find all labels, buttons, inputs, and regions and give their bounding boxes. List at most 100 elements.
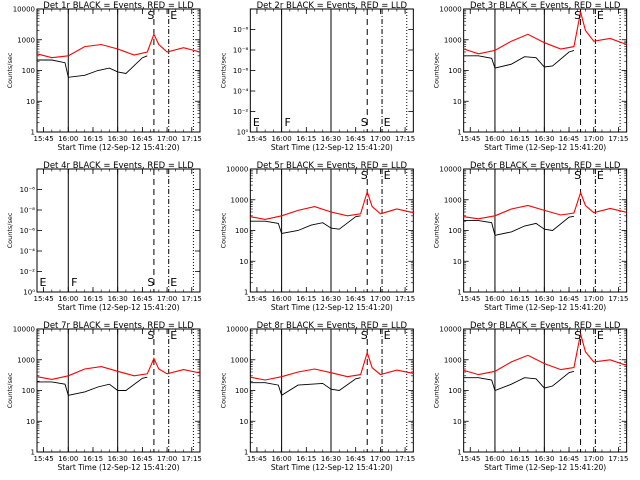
x-axis-label: Start Time (12-Sep-12 15:41:20): [58, 143, 180, 152]
x-tick-label: 15:45: [460, 455, 480, 463]
panel-title: Det 8r BLACK = Events, RED = LLD: [257, 321, 408, 331]
y-tick-label: 100: [448, 67, 461, 75]
panel-det-5: Det 5r BLACK = Events, RED = LLD 1 10 100 10…: [219, 161, 415, 312]
x-tick-label: 15:45: [33, 295, 53, 303]
marker-S: S: [574, 329, 581, 342]
panel-title: Det 4r BLACK = Events, RED = LLD: [43, 161, 194, 171]
y-tick-label: 1: [31, 449, 35, 457]
series-events-line: [37, 376, 148, 396]
y-tick-label: 100: [235, 227, 248, 235]
x-tick-label: 16:30: [534, 455, 554, 463]
y-tick-label: 10⁻²: [233, 108, 249, 116]
x-axis-label: Start Time (12-Sep-12 15:41:20): [271, 463, 393, 472]
y-tick-label: 10000: [226, 326, 248, 334]
marker-S: S: [574, 9, 581, 22]
x-tick-label: 15:45: [247, 455, 267, 463]
x-tick-label: 17:15: [182, 295, 202, 303]
y-axis-label: Counts/sec: [6, 52, 14, 88]
x-axis-label: Start Time (12-Sep-12 15:41:20): [58, 303, 180, 312]
x-tick-label: 16:45: [559, 455, 579, 463]
marker-E: E: [384, 169, 391, 182]
x-tick-label: 17:00: [157, 455, 177, 463]
x-tick-label: 16:30: [534, 295, 554, 303]
x-tick-label: 16:30: [321, 455, 341, 463]
marker-E: E: [597, 329, 604, 342]
y-axis-label: Counts/sec: [433, 212, 441, 248]
y-tick-label: 10⁻²: [20, 268, 36, 276]
panel-title: Det 5r BLACK = Events, RED = LLD: [257, 161, 408, 171]
series-lld-line: [250, 350, 414, 381]
x-tick-label: 16:00: [58, 455, 78, 463]
marker-E: E: [170, 9, 177, 22]
x-tick-label: 17:15: [182, 455, 202, 463]
x-tick-label: 17:15: [395, 295, 415, 303]
y-tick-label: 100: [22, 67, 35, 75]
x-tick-label: 16:45: [346, 455, 366, 463]
y-axis-label: Counts/sec: [6, 212, 14, 248]
x-tick-label: 16:00: [272, 455, 292, 463]
x-axis-label: Start Time (12-Sep-12 15:41:20): [484, 303, 606, 312]
x-tick-label: 16:30: [321, 295, 341, 303]
y-tick-label: 1000: [17, 36, 35, 44]
plot-frame: [249, 328, 414, 453]
x-tick-label: 15:45: [460, 295, 480, 303]
marker-E: E: [597, 9, 604, 22]
x-axis-label: Start Time (12-Sep-12 15:41:20): [484, 463, 606, 472]
x-tick-label: 17:15: [608, 455, 628, 463]
x-tick-label: 17:00: [584, 135, 604, 143]
series-lld-line: [36, 32, 201, 59]
marker-E-start: E: [253, 116, 260, 129]
y-tick-label: 10000: [13, 6, 35, 14]
marker-S: S: [574, 169, 581, 182]
panel-title: Det 6r BLACK = Events, RED = LLD: [470, 161, 621, 171]
y-axis-label: Counts/sec: [219, 52, 227, 88]
marker-S: S: [147, 329, 154, 342]
plot-frame: [249, 168, 414, 293]
y-tick-label: 10⁻⁶: [233, 26, 249, 34]
x-tick-label: 17:00: [584, 455, 604, 463]
marker-S: S: [361, 116, 368, 129]
plot-frame: [463, 328, 628, 453]
y-tick-label: 10000: [226, 166, 248, 174]
panel-det-6: Det 6r BLACK = Events, RED = LLD 1 10 100 10…: [433, 161, 629, 312]
x-tick-label: 15:45: [33, 135, 53, 143]
x-tick-label: 16:15: [510, 295, 530, 303]
x-tick-label: 17:15: [395, 455, 415, 463]
y-tick-label: 1000: [231, 356, 249, 364]
marker-S: S: [361, 329, 368, 342]
plot-frame: [463, 8, 628, 133]
panel-title: Det 3r BLACK = Events, RED = LLD: [470, 1, 621, 11]
x-tick-label: 15:45: [33, 455, 53, 463]
y-tick-label: 10: [239, 418, 248, 426]
y-tick-label: 10000: [13, 326, 35, 334]
x-tick-label: 16:30: [321, 135, 341, 143]
y-tick-label: 10: [453, 418, 462, 426]
panel-det-3: Det 3r BLACK = Events, RED = LLD 1 10 100 10…: [433, 1, 629, 152]
marker-E: E: [384, 329, 391, 342]
x-tick-label: 16:45: [132, 455, 152, 463]
y-tick-label: 10: [453, 98, 462, 106]
series-lld-line: [36, 357, 201, 380]
y-tick-label: 10⁻⁴: [233, 88, 249, 96]
series-events-line: [250, 215, 361, 235]
y-axis-label: Counts/sec: [6, 372, 14, 408]
x-tick-label: 16:00: [485, 135, 505, 143]
y-axis-label: Counts/sec: [433, 372, 441, 408]
y-tick-label: 10⁻⁸: [233, 47, 249, 55]
y-tick-label: 1000: [17, 356, 35, 364]
x-tick-label: 15:45: [247, 295, 267, 303]
y-tick-label: 10: [453, 258, 462, 266]
x-tick-label: 15:45: [460, 135, 480, 143]
y-tick-label: 10⁻⁶: [20, 186, 36, 194]
plot-frame: [36, 168, 201, 293]
y-tick-label: 10⁰: [237, 129, 249, 137]
x-tick-label: 16:15: [296, 135, 316, 143]
series-events-line: [463, 49, 575, 69]
y-tick-label: 1000: [444, 196, 462, 204]
panel-det-2: Det 2r BLACK = Events, RED = LLD 10⁰ 10⁻² 1…: [219, 1, 415, 152]
x-axis-label: Start Time (12-Sep-12 15:41:20): [271, 303, 393, 312]
y-tick-label: 10⁰: [23, 289, 35, 297]
panel-det-9: Det 9r BLACK = Events, RED = LLD 1 10 100 10…: [433, 321, 629, 472]
x-tick-label: 16:45: [559, 135, 579, 143]
panel-det-8: Det 8r BLACK = Events, RED = LLD 1 10 100 10…: [219, 321, 415, 472]
